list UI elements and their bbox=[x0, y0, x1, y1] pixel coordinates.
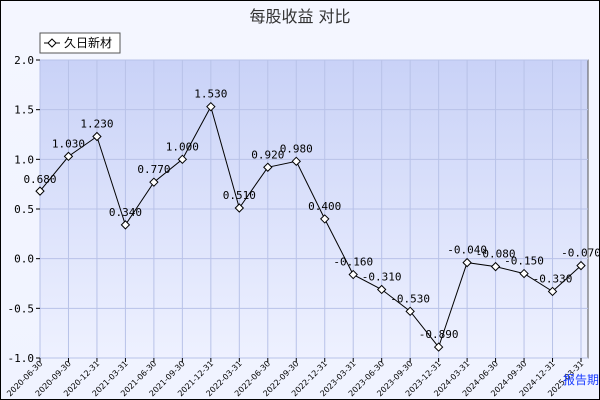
data-label: -0.160 bbox=[333, 256, 373, 269]
data-point-marker bbox=[120, 220, 131, 230]
data-point-marker bbox=[376, 284, 387, 295]
legend-label: 久日新材 bbox=[64, 35, 112, 50]
chart-title: 每股收益 对比 bbox=[249, 7, 350, 26]
data-point-marker bbox=[519, 268, 529, 279]
data-label: 0.400 bbox=[308, 200, 341, 213]
data-point-marker bbox=[149, 177, 159, 187]
data-point-marker bbox=[263, 162, 273, 172]
data-label: 0.680 bbox=[23, 173, 56, 186]
data-point-marker bbox=[234, 203, 245, 213]
grid-lines bbox=[39, 59, 588, 359]
data-point-marker bbox=[547, 286, 558, 297]
period-label: 报告期 bbox=[563, 372, 599, 387]
data-point-marker bbox=[490, 261, 501, 272]
data-label: 0.770 bbox=[137, 163, 170, 176]
data-label: 1.000 bbox=[166, 140, 199, 153]
data-point-marker bbox=[63, 151, 74, 162]
data-label: -0.890 bbox=[419, 328, 459, 341]
data-label: 1.230 bbox=[80, 117, 113, 130]
data-point-marker bbox=[291, 156, 301, 167]
data-point-marker bbox=[92, 131, 102, 142]
y-tick-label: 0.0 bbox=[14, 253, 34, 266]
series-line bbox=[39, 105, 582, 349]
data-label: -0.150 bbox=[504, 255, 544, 268]
data-label: 1.030 bbox=[52, 137, 85, 150]
y-axis: 2.0 1.5 1.0 0.5 0.0 -0.5 -1.0 bbox=[8, 54, 40, 365]
data-label: 0.920 bbox=[251, 148, 284, 161]
y-tick-label: 0.5 bbox=[14, 203, 34, 216]
data-point-marker bbox=[177, 154, 188, 165]
data-label: -0.080 bbox=[476, 248, 516, 261]
x-axis: 2020-06-302020-09-302020-12-312021-03-31… bbox=[5, 358, 585, 398]
data-label: -0.040 bbox=[447, 244, 487, 257]
data-label: 0.980 bbox=[280, 142, 313, 155]
data-labels: 0.680 1.030 1.230 0.340 0.770 1.000 1.530 0.510… bbox=[23, 88, 600, 341]
y-tick-label: 2.0 bbox=[14, 54, 34, 67]
data-label: 0.340 bbox=[109, 206, 142, 219]
data-point-marker bbox=[348, 269, 358, 280]
data-point-marker bbox=[206, 101, 216, 112]
data-point-marker bbox=[576, 260, 586, 271]
y-tick-label: 1.0 bbox=[14, 153, 34, 166]
legend-box bbox=[39, 32, 121, 54]
data-label: -0.070 bbox=[561, 247, 600, 260]
data-label: -0.530 bbox=[390, 292, 430, 305]
y-tick-label: -0.5 bbox=[8, 302, 35, 315]
data-label: 0.510 bbox=[223, 189, 256, 202]
data-point-marker bbox=[320, 214, 330, 224]
legend-marker bbox=[47, 38, 57, 48]
series-eps bbox=[35, 101, 586, 352]
y-tick-label: -1.0 bbox=[8, 352, 35, 365]
legend: 久日新材 bbox=[39, 32, 121, 54]
data-point-marker bbox=[405, 306, 415, 317]
data-point-marker bbox=[35, 186, 45, 196]
data-point-marker bbox=[433, 342, 444, 352]
data-point-marker bbox=[462, 257, 472, 268]
y-tick-label: 1.5 bbox=[14, 104, 34, 117]
data-label: 1.530 bbox=[194, 88, 227, 101]
data-label: -0.310 bbox=[362, 270, 402, 283]
data-label: -0.330 bbox=[533, 272, 573, 285]
